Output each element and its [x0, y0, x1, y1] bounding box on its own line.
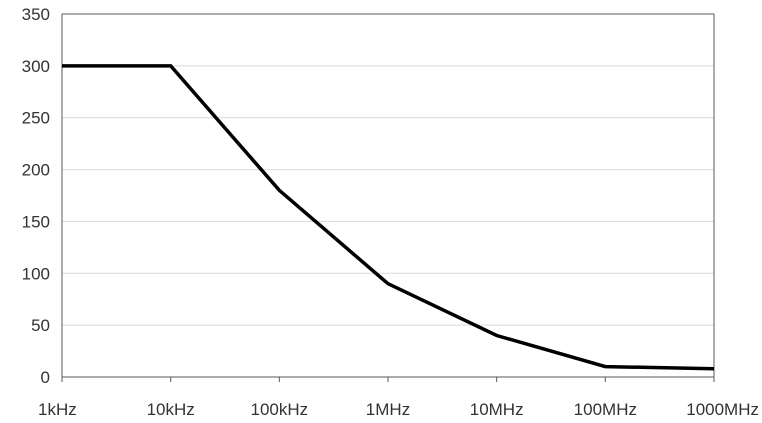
y-tick-label: 150	[22, 212, 50, 231]
x-tick-label: 1kHz	[38, 400, 77, 419]
y-tick-label: 200	[22, 161, 50, 180]
x-tick-label: 10MHz	[470, 400, 524, 419]
y-tick-label: 0	[41, 368, 50, 387]
series-group	[62, 64, 715, 371]
gridlines	[62, 13, 714, 326]
y-tick-label: 250	[22, 109, 50, 128]
series-line-0	[62, 64, 715, 371]
y-tick-label: 300	[22, 57, 50, 76]
y-axis-tick-labels: 0 50 100 150 200 250 300 350	[22, 5, 50, 387]
x-axis-tick-labels: 1kHz 10kHz 100kHz 1MHz 10MHz 100MHz 1000MHz	[38, 400, 759, 419]
axes	[61, 13, 715, 382]
y-tick-label: 50	[31, 316, 50, 335]
x-tick-label: 100kHz	[251, 400, 309, 419]
x-tick-label: 1MHz	[366, 400, 410, 419]
x-tick-label: 1000MHz	[686, 400, 759, 419]
y-tick-label: 350	[22, 5, 50, 24]
x-tick-label: 10kHz	[147, 400, 195, 419]
x-tick-label: 100MHz	[574, 400, 637, 419]
y-tick-label: 100	[22, 264, 50, 283]
